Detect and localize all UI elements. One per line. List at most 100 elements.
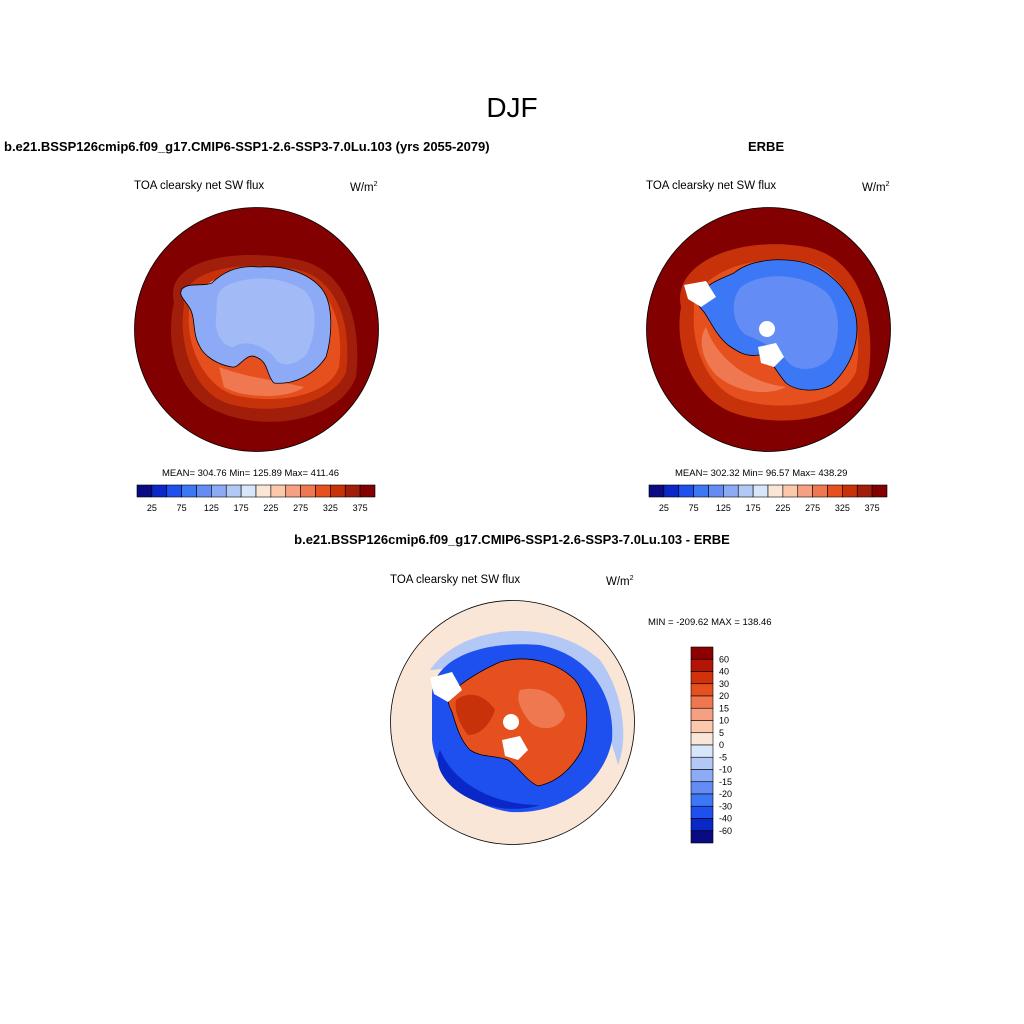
- colorbar-3-tick-label: -60: [719, 826, 732, 836]
- missing-data-peninsula: [430, 672, 462, 702]
- polar-hole: [503, 714, 519, 730]
- colorbar-1-swatch-0: [136, 484, 153, 498]
- colorbar-3-swatch-4: [690, 695, 714, 709]
- colorbar-2-swatch-1: [663, 484, 680, 498]
- colorbar-1-swatch-1: [151, 484, 168, 498]
- panel-1-stats: MEAN= 304.76 Min= 125.89 Max= 411.46: [162, 468, 340, 479]
- colorbar-2-tick-label: 25: [659, 503, 669, 513]
- colorbar-3-swatch-13: [690, 805, 714, 819]
- colorbar-3-tick-label: -30: [719, 801, 732, 811]
- colorbar-2-swatch-13: [842, 484, 858, 498]
- colorbar-3-swatch-12: [690, 793, 714, 807]
- missing-data-ross: [758, 343, 784, 367]
- missing-data-peninsula: [684, 281, 716, 307]
- colorbar-3-tick-label: -15: [719, 777, 732, 787]
- colorbar-2-swatch-3: [693, 484, 709, 498]
- colorbar-3-tick-label: 5: [719, 728, 724, 738]
- colorbar-3-swatch-5: [690, 707, 714, 721]
- colorbar-3-swatch-15: [690, 830, 714, 844]
- panel-3-units: W/m2: [606, 575, 634, 588]
- colorbar-3-swatch-6: [690, 720, 714, 734]
- colorbar-3-tick-label: -5: [719, 752, 727, 762]
- diff-land-light: [518, 688, 565, 729]
- colorbar-3-swatch-8: [690, 744, 714, 758]
- diff-band-dark-blue: [437, 750, 540, 809]
- colorbar-model: 25 75 125 175 225 275 325 375: [136, 484, 376, 513]
- colorbar-2-swatch-4: [708, 484, 724, 498]
- colorbar-2-tick-label: 325: [835, 503, 850, 513]
- colorbar-2-swatch-2: [678, 484, 694, 498]
- colorbar-1-swatch-12: [315, 484, 331, 498]
- colorbar-1-swatch-13: [330, 484, 346, 498]
- colorbar-3-tick-label: 10: [719, 716, 729, 726]
- colorbar-2-swatch-12: [827, 484, 843, 498]
- colorbar-3-swatch-2: [690, 671, 714, 685]
- colorbar-3-tick-label: 40: [719, 667, 729, 677]
- colorbar-1-tick-label: 25: [147, 503, 157, 513]
- colorbar-1-tick-label: 375: [353, 503, 368, 513]
- colorbar-1-swatch-3: [181, 484, 197, 498]
- colorbar-1-tick-label: 75: [177, 503, 187, 513]
- colorbar-2-swatch-11: [812, 484, 828, 498]
- colorbar-2-tick-label: 225: [775, 503, 790, 513]
- colorbar-1-swatch-2: [166, 484, 182, 498]
- panel-1-header: b.e21.BSSP126cmip6.f09_g17.CMIP6-SSP1-2.…: [4, 139, 490, 154]
- colorbar-1-swatch-8: [255, 484, 272, 498]
- colorbar-1-tick-label: 175: [234, 503, 249, 513]
- panel-3-stats: MIN = -209.62 MAX = 138.46: [648, 617, 772, 628]
- ocean-band-275: [219, 367, 304, 396]
- colorbar-1-tick-label: 275: [293, 503, 308, 513]
- colorbar-1-swatch-5: [211, 484, 227, 498]
- diff-land-strong: [455, 694, 495, 735]
- page-title: DJF: [486, 92, 538, 123]
- map-difference: [390, 600, 635, 845]
- colorbar-2-swatch-8: [767, 484, 784, 498]
- colorbar-1-swatch-4: [196, 484, 212, 498]
- colorbar-1-swatch-6: [225, 484, 242, 498]
- colorbar-1-swatch-14: [344, 484, 361, 498]
- colorbar-3-tick-label: -40: [719, 814, 732, 824]
- colorbar-3-tick-label: -20: [719, 789, 732, 799]
- antarctica-interior: [215, 278, 315, 365]
- colorbar-3-swatch-0: [690, 646, 714, 660]
- colorbar-2-swatch-6: [737, 484, 754, 498]
- colorbar-3-tick-label: -10: [719, 765, 732, 775]
- colorbar-1-swatch-11: [300, 484, 316, 498]
- colorbar-2-swatch-14: [856, 484, 873, 498]
- colorbar-difference: 60 40 30 20 15 10 5 0 -5 -10 -15 -20 -30 -40 -60: [690, 646, 732, 844]
- panel-3-variable: TOA clearsky net SW flux: [390, 574, 521, 586]
- colorbar-3-swatch-10: [690, 769, 714, 783]
- colorbar-3-swatch-11: [690, 781, 714, 795]
- colorbar-3-tick-label: 30: [719, 679, 729, 689]
- panel-3-header: b.e21.BSSP126cmip6.f09_g17.CMIP6-SSP1-2.…: [294, 532, 730, 547]
- colorbar-2-swatch-0: [648, 484, 665, 498]
- colorbar-3-swatch-9: [690, 756, 714, 770]
- antarctica-interior: [733, 276, 838, 369]
- colorbar-2-tick-label: 125: [716, 503, 731, 513]
- ocean-band-275: [701, 327, 786, 393]
- polar-hole: [759, 321, 775, 337]
- colorbar-2-swatch-7: [752, 484, 769, 498]
- missing-data-ross: [502, 736, 528, 760]
- colorbar-2-tick-label: 275: [805, 503, 820, 513]
- panel-2-stats: MEAN= 302.32 Min= 96.57 Max= 438.29: [675, 468, 848, 479]
- colorbar-1-tick-label: 225: [263, 503, 278, 513]
- colorbar-erbe: 25 75 125 175 225 275 325 375: [648, 484, 888, 513]
- colorbar-3-tick-label: 20: [719, 691, 729, 701]
- colorbar-3-tick-label: 60: [719, 654, 729, 664]
- colorbar-1-swatch-10: [285, 484, 301, 498]
- panel-2-variable: TOA clearsky net SW flux: [646, 180, 777, 192]
- colorbar-2-tick-label: 75: [689, 503, 699, 513]
- colorbar-2-swatch-9: [782, 484, 799, 498]
- panel-1-units: W/m2: [350, 181, 378, 194]
- colorbar-2-swatch-10: [797, 484, 813, 498]
- panel-2-units: W/m2: [862, 181, 890, 194]
- map-model: [134, 207, 379, 452]
- colorbar-3-swatch-3: [690, 683, 714, 697]
- colorbar-3-swatch-7: [690, 732, 714, 746]
- colorbar-1-swatch-7: [240, 484, 257, 498]
- panel-2-header: ERBE: [748, 139, 785, 154]
- colorbar-3-swatch-14: [690, 818, 714, 832]
- colorbar-1-tick-label: 325: [323, 503, 338, 513]
- colorbar-1-swatch-15: [359, 484, 376, 498]
